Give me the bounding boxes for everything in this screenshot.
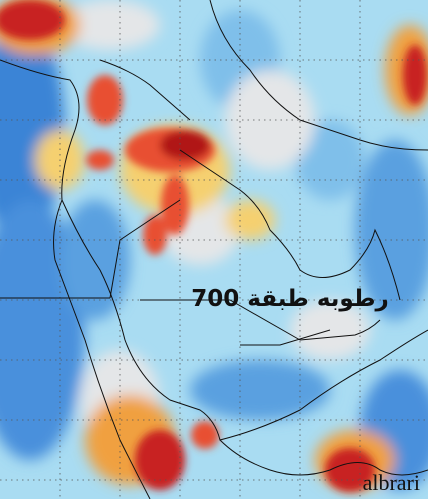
watermark: albrari [363, 470, 420, 495]
map-title: رطوبه طبقة 700 [191, 286, 389, 312]
